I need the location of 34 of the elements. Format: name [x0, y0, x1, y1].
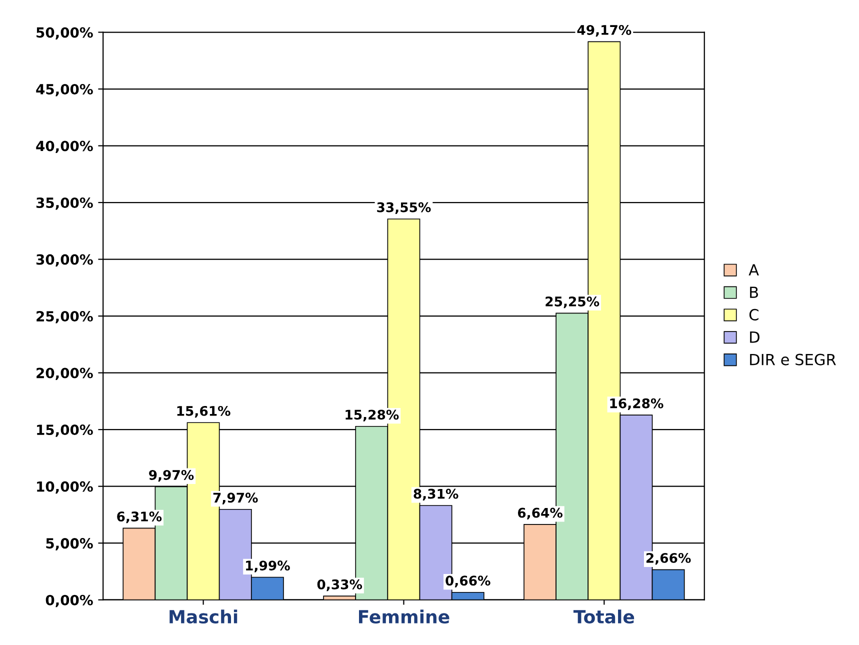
data-label: 6,31%	[117, 512, 162, 524]
data-label: 0,66%	[446, 576, 490, 588]
y-tick-label: 40,00%	[36, 140, 93, 154]
y-tick-label: 50,00%	[36, 27, 93, 40]
y-tick-label: 20,00%	[36, 368, 93, 380]
x-tick-label: Totale	[573, 610, 634, 624]
legend-label: D	[750, 332, 760, 343]
data-label: 6,64%	[518, 508, 562, 520]
data-label: 33,55%	[377, 202, 431, 214]
y-tick-label: 15,00%	[37, 424, 93, 437]
data-label: 7,97%	[213, 492, 258, 504]
y-tick-label: 30,00%	[36, 254, 93, 267]
data-label: 9,97%	[149, 470, 194, 482]
x-tick-label: Maschi	[170, 610, 238, 624]
y-tick-label: 0,00%	[46, 594, 93, 608]
data-label: 49,17%	[577, 24, 632, 37]
legend-label: DIR e SEGR	[750, 354, 836, 366]
data-label: 8,31%	[414, 488, 458, 500]
y-tick-label: 5,00%	[46, 538, 93, 550]
data-label: 15,61%	[177, 406, 230, 418]
y-tick-label: 35,00%	[36, 198, 93, 210]
legend-label: A	[748, 264, 759, 276]
data-label: 1,99%	[246, 560, 290, 572]
x-tick-label: Femmine	[359, 610, 450, 624]
legend-label: B	[750, 286, 758, 298]
data-label: 25,25%	[546, 296, 600, 308]
legend-label: C	[749, 308, 758, 320]
y-tick-label: 25,00%	[36, 311, 93, 324]
y-tick-label: 45,00%	[36, 84, 93, 96]
data-label: 0,33%	[317, 579, 362, 592]
data-label: 16,28%	[610, 398, 664, 410]
y-tick-label: 10,00%	[37, 481, 93, 494]
data-label: 2,66%	[646, 552, 691, 565]
data-label: 15,28%	[346, 410, 399, 422]
